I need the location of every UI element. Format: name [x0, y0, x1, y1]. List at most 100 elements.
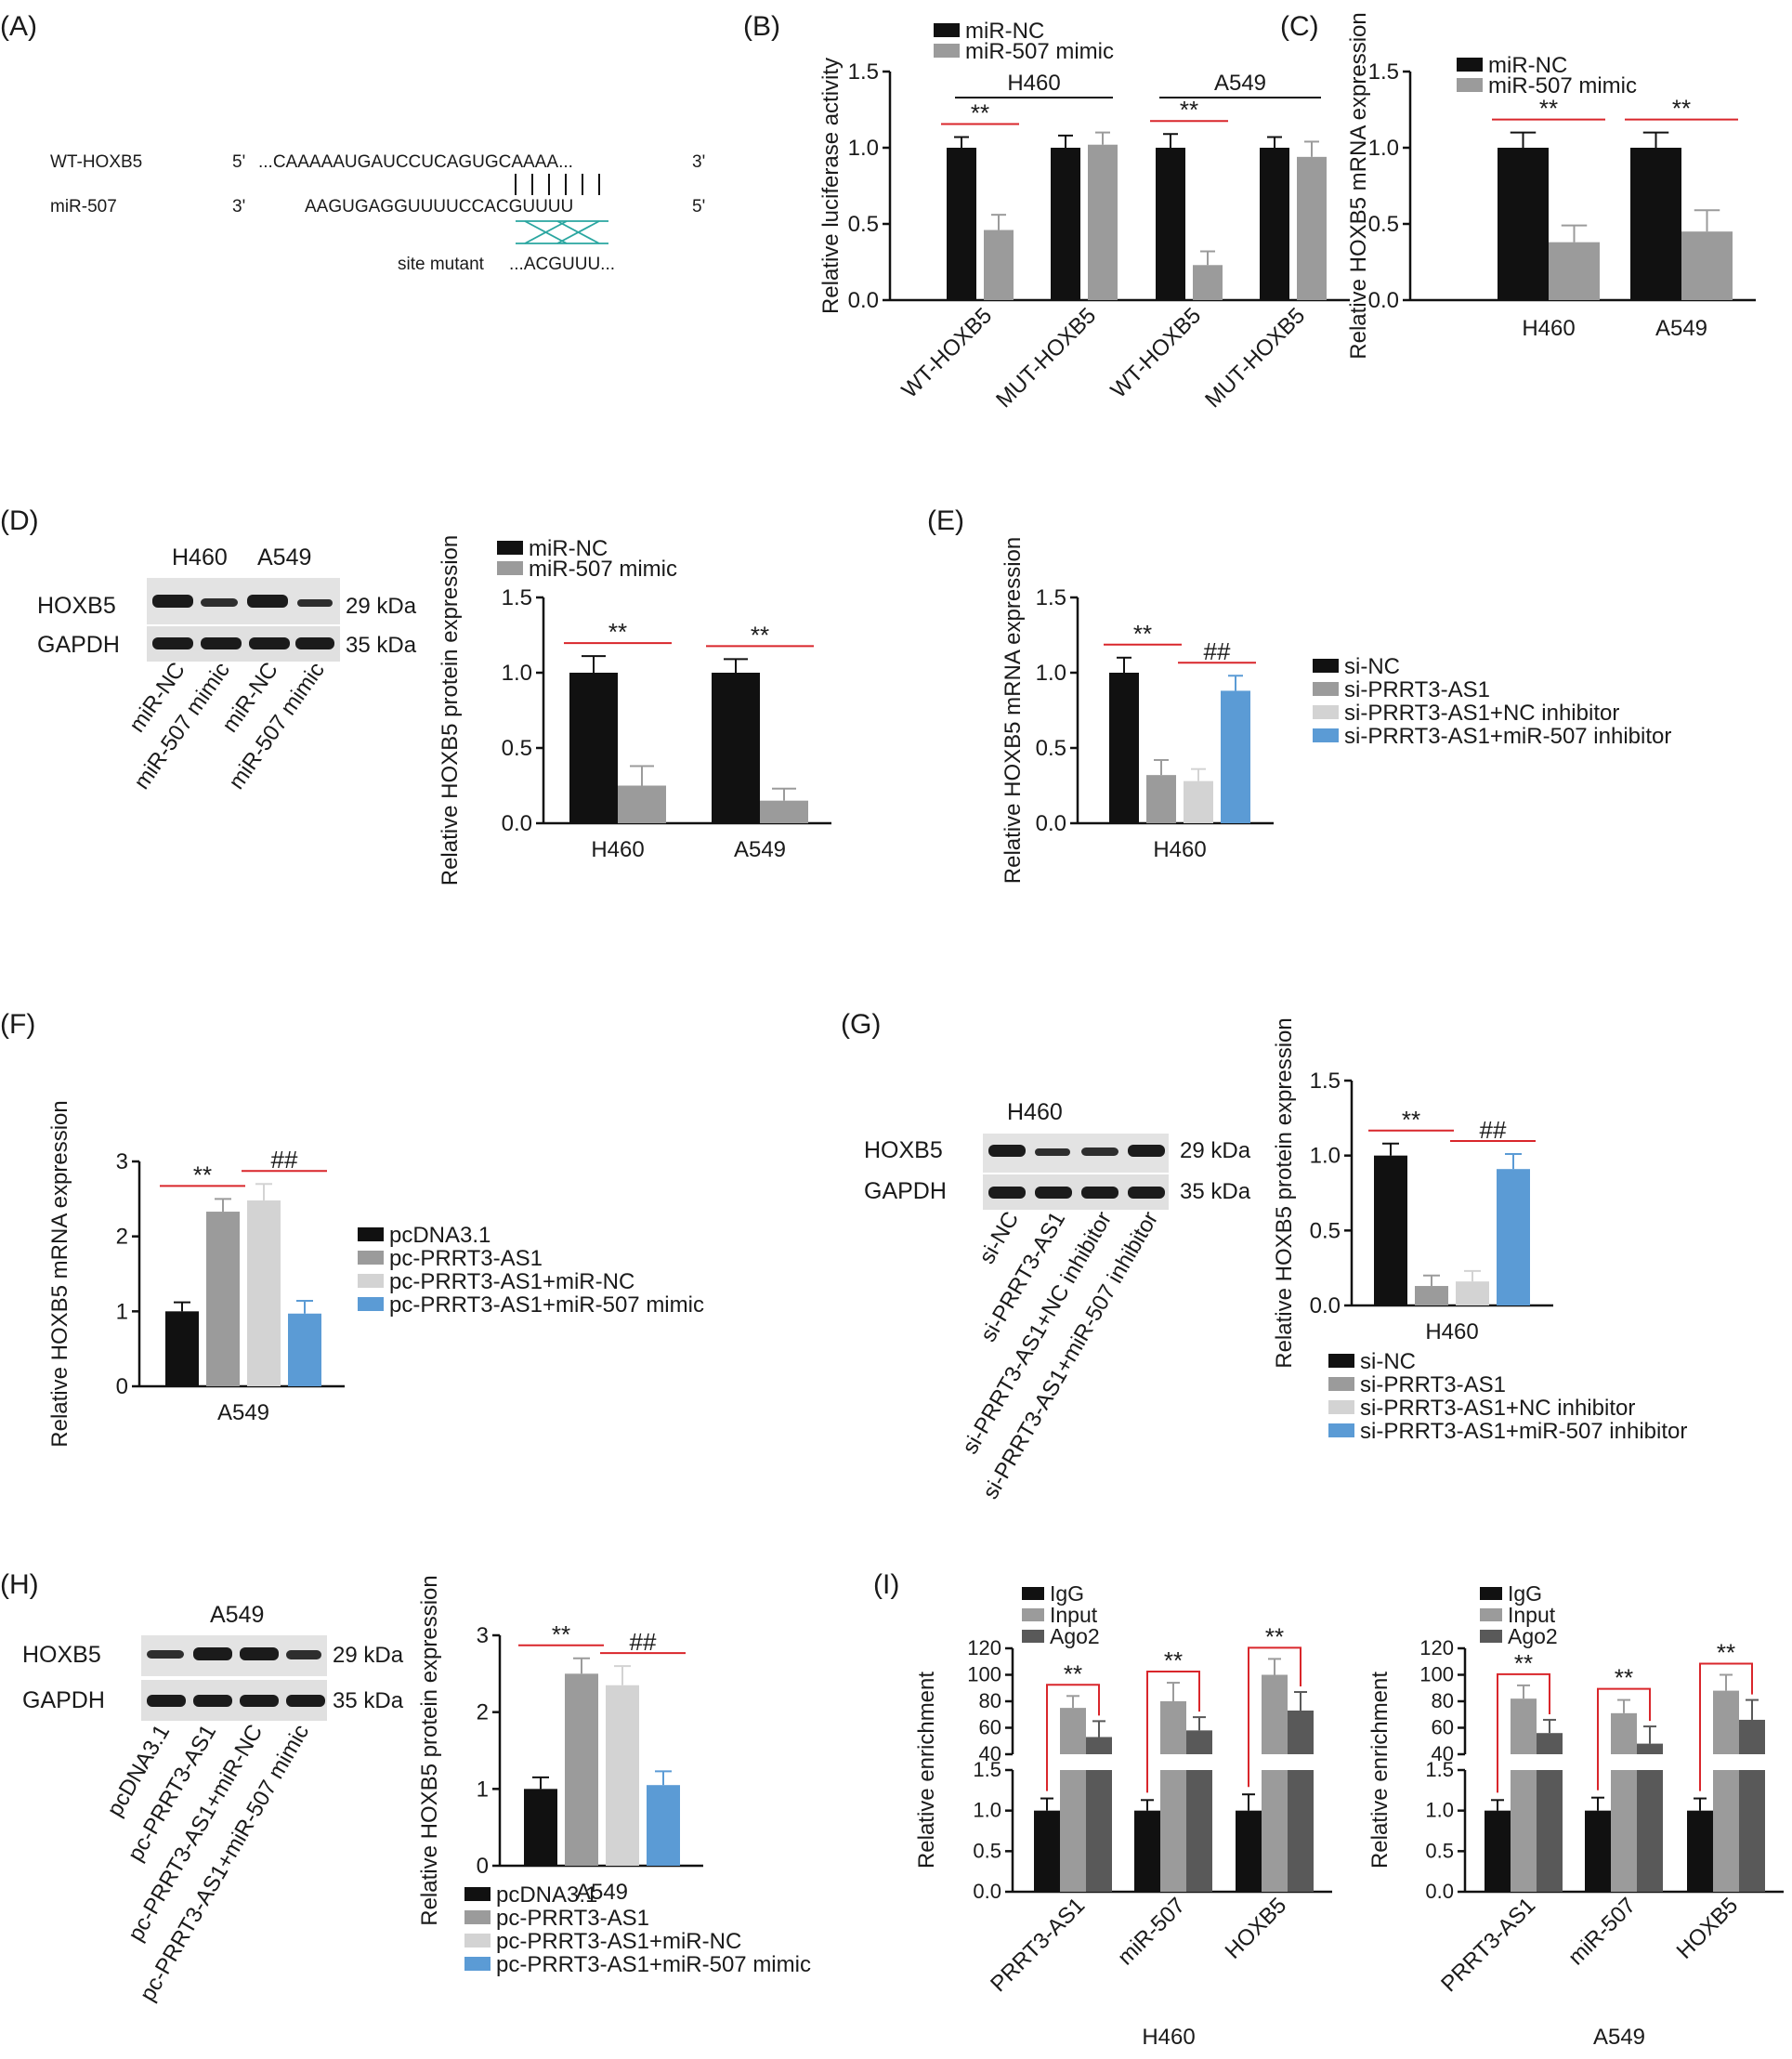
legend-swatch: [358, 1274, 384, 1288]
y-tick-label: 80: [979, 1689, 1001, 1712]
legend-swatch: [358, 1251, 384, 1265]
significance-label: **: [971, 99, 989, 127]
blot-d: H460 A549 HOXB5 GAPDH 29 kDa 35 kDa miR-…: [37, 544, 417, 794]
y-tick-label: 1.5: [1368, 59, 1399, 85]
legend-swatch: [934, 44, 960, 58]
x-axis-label: H460: [1142, 2025, 1195, 2050]
bar: [1051, 148, 1080, 300]
legend-swatch: [464, 1887, 491, 1901]
legend-label: si-PRRT3-AS1+miR-507 inhibitor: [1344, 724, 1671, 749]
x-tick-label: miR-507: [1113, 1893, 1190, 1970]
significance-label: ##: [630, 1628, 657, 1656]
bar-lower: [1086, 1770, 1112, 1892]
y-axis-label: Relative HOXB5 mRNA expression: [1346, 12, 1371, 359]
y-tick-label: 0: [116, 1374, 128, 1399]
blot-d-band: [152, 595, 193, 608]
y-tick-label: 0.5: [1425, 1839, 1454, 1862]
bar: [1415, 1286, 1448, 1305]
legend-label: miR-NC: [965, 19, 1044, 44]
y-axis-label: Relative HOXB5 mRNA expression: [47, 1100, 72, 1447]
legend-label: pcDNA3.1: [496, 1882, 597, 1908]
blot-g-band: [1035, 1187, 1072, 1199]
blot-h-protein-hoxb5: HOXB5: [22, 1642, 101, 1668]
bar-upper: [1160, 1701, 1186, 1754]
bar-upper: [1713, 1690, 1739, 1754]
blot-g-band: [988, 1145, 1026, 1157]
significance-label: **: [1514, 1649, 1533, 1677]
legend-swatch: [1457, 78, 1483, 92]
legend-swatch: [1328, 1377, 1354, 1391]
legend-label: miR-NC: [1488, 53, 1567, 78]
bar: [1034, 1810, 1060, 1892]
blot-h-band: [193, 1695, 232, 1707]
blot-d-cell-h460: H460: [172, 544, 228, 570]
bar: [947, 148, 976, 300]
legend-label: si-NC: [1360, 1349, 1416, 1374]
significance-label: **: [1539, 95, 1558, 123]
bar-lower: [1288, 1770, 1314, 1892]
y-tick-label: 1.0: [1310, 1144, 1341, 1169]
y-tick-label: 2: [477, 1700, 489, 1725]
bar: [524, 1789, 557, 1866]
y-tick-label: 3: [116, 1149, 128, 1174]
bar-upper: [1060, 1708, 1086, 1754]
panel-label-d: (D): [0, 505, 39, 536]
blot-d-band: [247, 595, 288, 608]
y-tick-label: 1.5: [1310, 1069, 1341, 1094]
blot-d-band: [201, 598, 238, 607]
legend-label: si-PRRT3-AS1: [1360, 1372, 1506, 1397]
blot-g-protein-hoxb5: HOXB5: [864, 1137, 943, 1163]
y-tick-label: 80: [1432, 1689, 1454, 1712]
bar: [1374, 1155, 1407, 1305]
chart-d: 0.0 0.5 1.0 1.5 Relative HOXB5 protein expre…: [438, 535, 831, 886]
chart-i2: 0.0 0.5 1.0 1.540 60 80 100 120 Relative enrichm…: [1367, 1581, 1784, 2050]
mir-sequence: AAGUGAGGUUUUCCACGUUUU: [305, 197, 573, 216]
bar: [1088, 144, 1118, 300]
legend-label: Ago2: [1050, 1624, 1100, 1648]
x-tick-label: MUT-HOXB5: [1200, 303, 1310, 413]
x-tick-label: WT-HOXB5: [897, 303, 998, 403]
significance-label: **: [1615, 1664, 1633, 1692]
y-tick-label: 0.0: [1368, 288, 1399, 313]
bar-lower: [1611, 1770, 1637, 1892]
wt-sequence: ...CAAAAAUGAUCCUCAGUGCAAAA...: [258, 152, 573, 172]
bar-upper: [1637, 1743, 1663, 1754]
bar: [1221, 690, 1250, 823]
bar: [1687, 1810, 1713, 1892]
legend-swatch: [1022, 1608, 1044, 1621]
y-axis-label: Relative HOXB5 mRNA expression: [1001, 537, 1026, 884]
significance-label: **: [1402, 1106, 1420, 1134]
legend-swatch: [1313, 728, 1339, 742]
y-axis-label: Relative enrichment: [1367, 1672, 1393, 1869]
legend-label: IgG: [1508, 1581, 1542, 1606]
blot-h-protein-gapdh: GAPDH: [22, 1687, 105, 1713]
bar-lower: [1511, 1770, 1537, 1892]
y-axis-label: Relative HOXB5 protein expression: [417, 1575, 442, 1926]
blot-h-band: [147, 1650, 184, 1659]
bar-upper: [1511, 1698, 1537, 1754]
bar: [1497, 1169, 1530, 1305]
blot-g-band: [1081, 1148, 1118, 1156]
significance-label: **: [1717, 1639, 1735, 1667]
bar-lower: [1537, 1770, 1563, 1892]
blot-d-protein-hoxb5: HOXB5: [37, 593, 116, 619]
bar-lower: [1186, 1770, 1212, 1892]
significance-label: **: [608, 618, 627, 646]
y-axis-label: Relative HOXB5 protein expression: [438, 535, 463, 886]
x-tick-label: A549: [1655, 316, 1707, 341]
wt-name: WT-HOXB5: [50, 152, 142, 172]
legend-swatch: [1313, 659, 1339, 673]
chart-g: 0.0 0.5 1.0 1.5 Relative HOXB5 protein expre…: [1272, 1017, 1687, 1444]
blot-h-band: [240, 1647, 279, 1660]
x-tick-label: H460: [1522, 316, 1575, 341]
y-tick-label: 40: [979, 1742, 1001, 1765]
bar: [1297, 156, 1327, 300]
blot-d-protein-gapdh: GAPDH: [37, 632, 120, 658]
x-tick-label: HOXB5: [1221, 1893, 1292, 1964]
bar: [1260, 148, 1289, 300]
bar-upper: [1262, 1674, 1288, 1754]
blot-g-kda-29: 29 kDa: [1180, 1138, 1251, 1163]
blot-h-band: [240, 1695, 279, 1707]
bar-upper: [1739, 1719, 1765, 1754]
